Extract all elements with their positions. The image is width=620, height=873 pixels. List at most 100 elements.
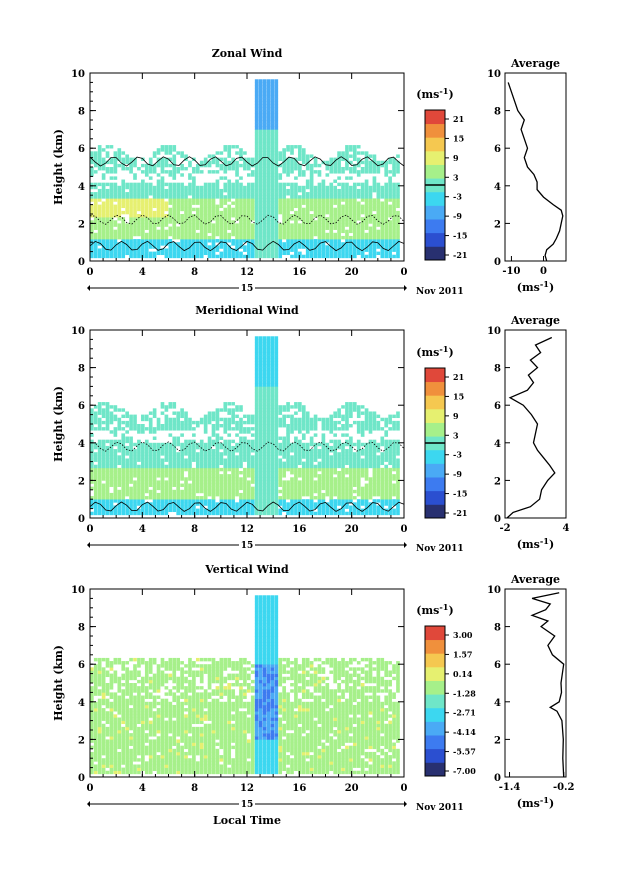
heatmap-cell [223,167,228,171]
heatmap-cell [184,502,188,506]
heatmap-cell [125,480,129,484]
heatmap-cell [356,239,361,243]
heatmap-cell [109,254,114,259]
heatmap-cell [305,471,310,475]
heatmap-cell [125,248,129,252]
heatmap-cell [282,188,286,193]
heatmap-cell [333,427,337,431]
heatmap-cell [317,452,322,456]
heatmap-cell [247,489,251,494]
heatmap-cell [195,248,200,252]
heatmap-cell [266,104,271,108]
heatmap-cell [141,458,145,462]
heatmap-cell [329,182,334,187]
heatmap-cell [184,452,188,456]
heatmap-cell [278,461,283,466]
heatmap-cell [294,157,298,162]
heatmap-cell [309,207,314,212]
heatmap-cell [144,508,149,513]
heatmap-cell [380,458,385,462]
heatmap-cell [341,226,345,230]
heatmap-cell [152,427,157,431]
heatmap-cell [203,223,208,227]
heatmap-cell [105,192,110,196]
heatmap-cell [156,201,161,205]
heatmap-cell [121,474,126,478]
heatmap-cell [184,427,188,431]
heatmap-cell [192,433,196,437]
heatmap-cell [274,248,279,252]
heatmap-cell [396,464,400,469]
heatmap-cell [243,235,247,240]
heatmap-cell [215,163,220,168]
heatmap-cell [192,188,196,193]
heatmap-cell [160,176,165,180]
heatmap-cell [109,145,114,149]
heatmap-cell [125,458,129,462]
heatmap-cell [372,176,377,180]
heatmap-cell [254,239,259,243]
heatmap-cell [305,474,310,478]
heatmap-cell [215,442,220,447]
heatmap-cell [329,511,334,516]
heatmap-cell [192,182,196,187]
heatmap-cell [133,467,137,472]
heatmap-cell [392,173,396,177]
heatmap-cell [368,424,373,428]
heatmap-cell [113,433,118,437]
heatmap-cell [211,254,216,259]
heatmap-cell [93,217,98,221]
heatmap-cell [231,254,235,259]
heatmap-cell [388,232,392,237]
heatmap-cell [329,160,334,165]
heatmap-cell [384,214,389,218]
heatmap-cell [109,483,114,487]
heatmap-cell [227,433,232,437]
heatmap-cell [294,217,298,221]
heatmap-cell [184,220,188,224]
heatmap-cell [121,185,126,190]
heatmap-cell [262,417,267,422]
heatmap-cell [341,229,345,234]
heatmap-cell [117,214,122,218]
heatmap-cell [290,214,294,218]
heatmap-cell [278,405,283,409]
heatmap-cell [345,489,349,494]
heatmap-cell [313,239,318,243]
heatmap-cell [239,182,243,187]
heatmap-cell [250,173,255,177]
heatmap-cell [235,229,239,234]
heatmap-cell [243,455,247,459]
heatmap-cell [294,492,298,497]
heatmap-cell [262,79,267,83]
heatmap-cell [262,430,267,434]
heatmap-cell [203,248,208,252]
heatmap-cell [133,188,137,193]
heatmap-cell [160,207,165,212]
heatmap-cell [274,489,279,494]
heatmap-cell [180,204,184,209]
heatmap-cell [247,464,251,469]
heatmap-cell [243,167,247,171]
heatmap-cell [396,474,400,478]
heatmap-cell [337,229,341,234]
heatmap-cell [258,176,263,180]
heatmap-cell [133,417,137,422]
heatmap-cell [337,239,341,243]
heatmap-cell [298,486,302,491]
heatmap-cell [309,170,314,174]
heatmap-cell [113,248,118,252]
heatmap-cell [188,198,192,202]
heatmap-cell [392,214,396,218]
heatmap-cell [317,455,322,459]
heatmap-cell [105,195,110,199]
heatmap-cell [325,480,330,484]
heatmap-cell [93,474,98,478]
heatmap-cell [329,474,334,478]
heatmap-cell [215,505,220,509]
heatmap-cell [129,185,133,190]
heatmap-cell [211,214,216,218]
heatmap-cell [188,226,192,230]
heatmap-cell [184,464,188,469]
heatmap-cell [160,411,165,415]
